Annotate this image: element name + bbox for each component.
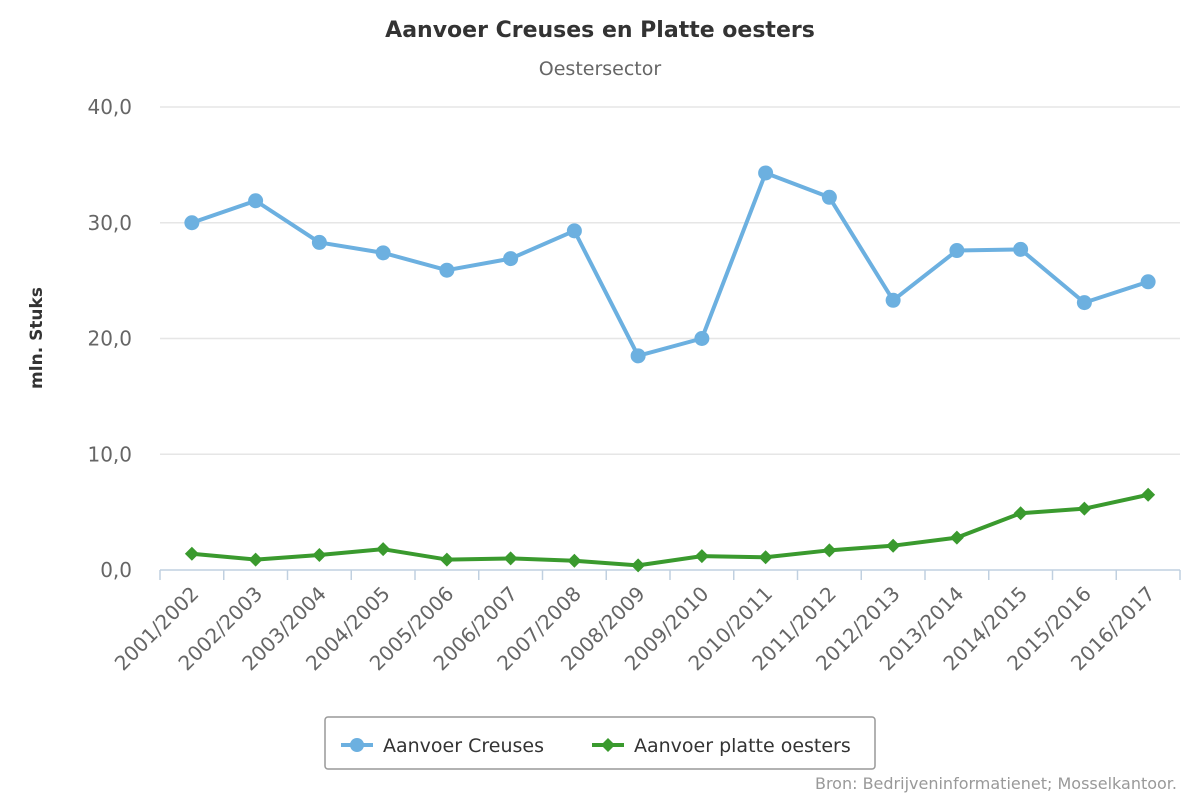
legend-label-creuses: Aanvoer Creuses — [383, 735, 544, 757]
data-point[interactable] — [311, 234, 327, 250]
y-axis-ticks: 0,0 10,0 20,0 30,0 40,0 — [87, 95, 132, 582]
data-point[interactable] — [1077, 501, 1092, 516]
data-point[interactable] — [312, 547, 327, 562]
data-point[interactable] — [503, 251, 519, 267]
data-point[interactable] — [949, 243, 965, 259]
data-point[interactable] — [566, 223, 582, 239]
y-axis-label: mln. Stuks — [27, 287, 47, 389]
data-point[interactable] — [886, 538, 901, 553]
chart-title: Aanvoer Creuses en Platte oesters — [385, 18, 815, 43]
series — [184, 165, 1156, 573]
y-tick-label: 30,0 — [87, 211, 132, 235]
data-point[interactable] — [248, 193, 264, 209]
y-tick-label: 0,0 — [100, 558, 132, 582]
source-credit: Bron: Bedrijveninformatienet; Mosselkant… — [815, 774, 1177, 793]
data-point[interactable] — [694, 549, 709, 564]
y-tick-label: 20,0 — [87, 327, 132, 351]
data-point[interactable] — [375, 245, 391, 261]
data-point[interactable] — [1013, 506, 1028, 521]
data-point[interactable] — [822, 543, 837, 558]
series-line — [189, 170, 1151, 358]
data-point[interactable] — [758, 550, 773, 565]
legend-marker-platte — [601, 738, 615, 752]
chart-subtitle: Oestersector — [539, 58, 662, 80]
data-point[interactable] — [630, 348, 646, 364]
data-point[interactable] — [503, 551, 518, 566]
series-platte — [184, 487, 1156, 573]
legend-marker-creuses — [350, 738, 364, 752]
legend-item-creuses[interactable]: Aanvoer Creuses — [341, 735, 544, 757]
data-point[interactable] — [1013, 241, 1029, 257]
data-point[interactable] — [885, 292, 901, 308]
data-point[interactable] — [694, 331, 710, 346]
y-tick-label: 40,0 — [87, 95, 132, 119]
data-point[interactable] — [631, 558, 646, 573]
data-point[interactable] — [184, 215, 200, 231]
data-point[interactable] — [758, 165, 774, 181]
grid — [160, 106, 1180, 455]
data-point[interactable] — [567, 553, 582, 568]
data-point[interactable] — [439, 552, 454, 567]
x-axis: 2001/20022002/20032003/20042004/20052005… — [110, 569, 1181, 675]
y-tick-label: 10,0 — [87, 442, 132, 466]
legend-label-platte: Aanvoer platte oesters — [634, 735, 851, 757]
series-creuses — [184, 165, 1156, 364]
data-point[interactable] — [821, 189, 837, 205]
data-point[interactable] — [1140, 274, 1156, 290]
data-point[interactable] — [1076, 295, 1092, 311]
data-point[interactable] — [1141, 487, 1156, 502]
data-point[interactable] — [184, 546, 199, 561]
legend: Aanvoer Creuses Aanvoer platte oesters — [324, 716, 876, 770]
data-point[interactable] — [248, 552, 263, 567]
series-line — [189, 492, 1151, 568]
legend-item-platte[interactable]: Aanvoer platte oesters — [592, 735, 851, 757]
data-point[interactable] — [439, 262, 455, 278]
data-point[interactable] — [376, 542, 391, 557]
data-point[interactable] — [949, 530, 964, 545]
